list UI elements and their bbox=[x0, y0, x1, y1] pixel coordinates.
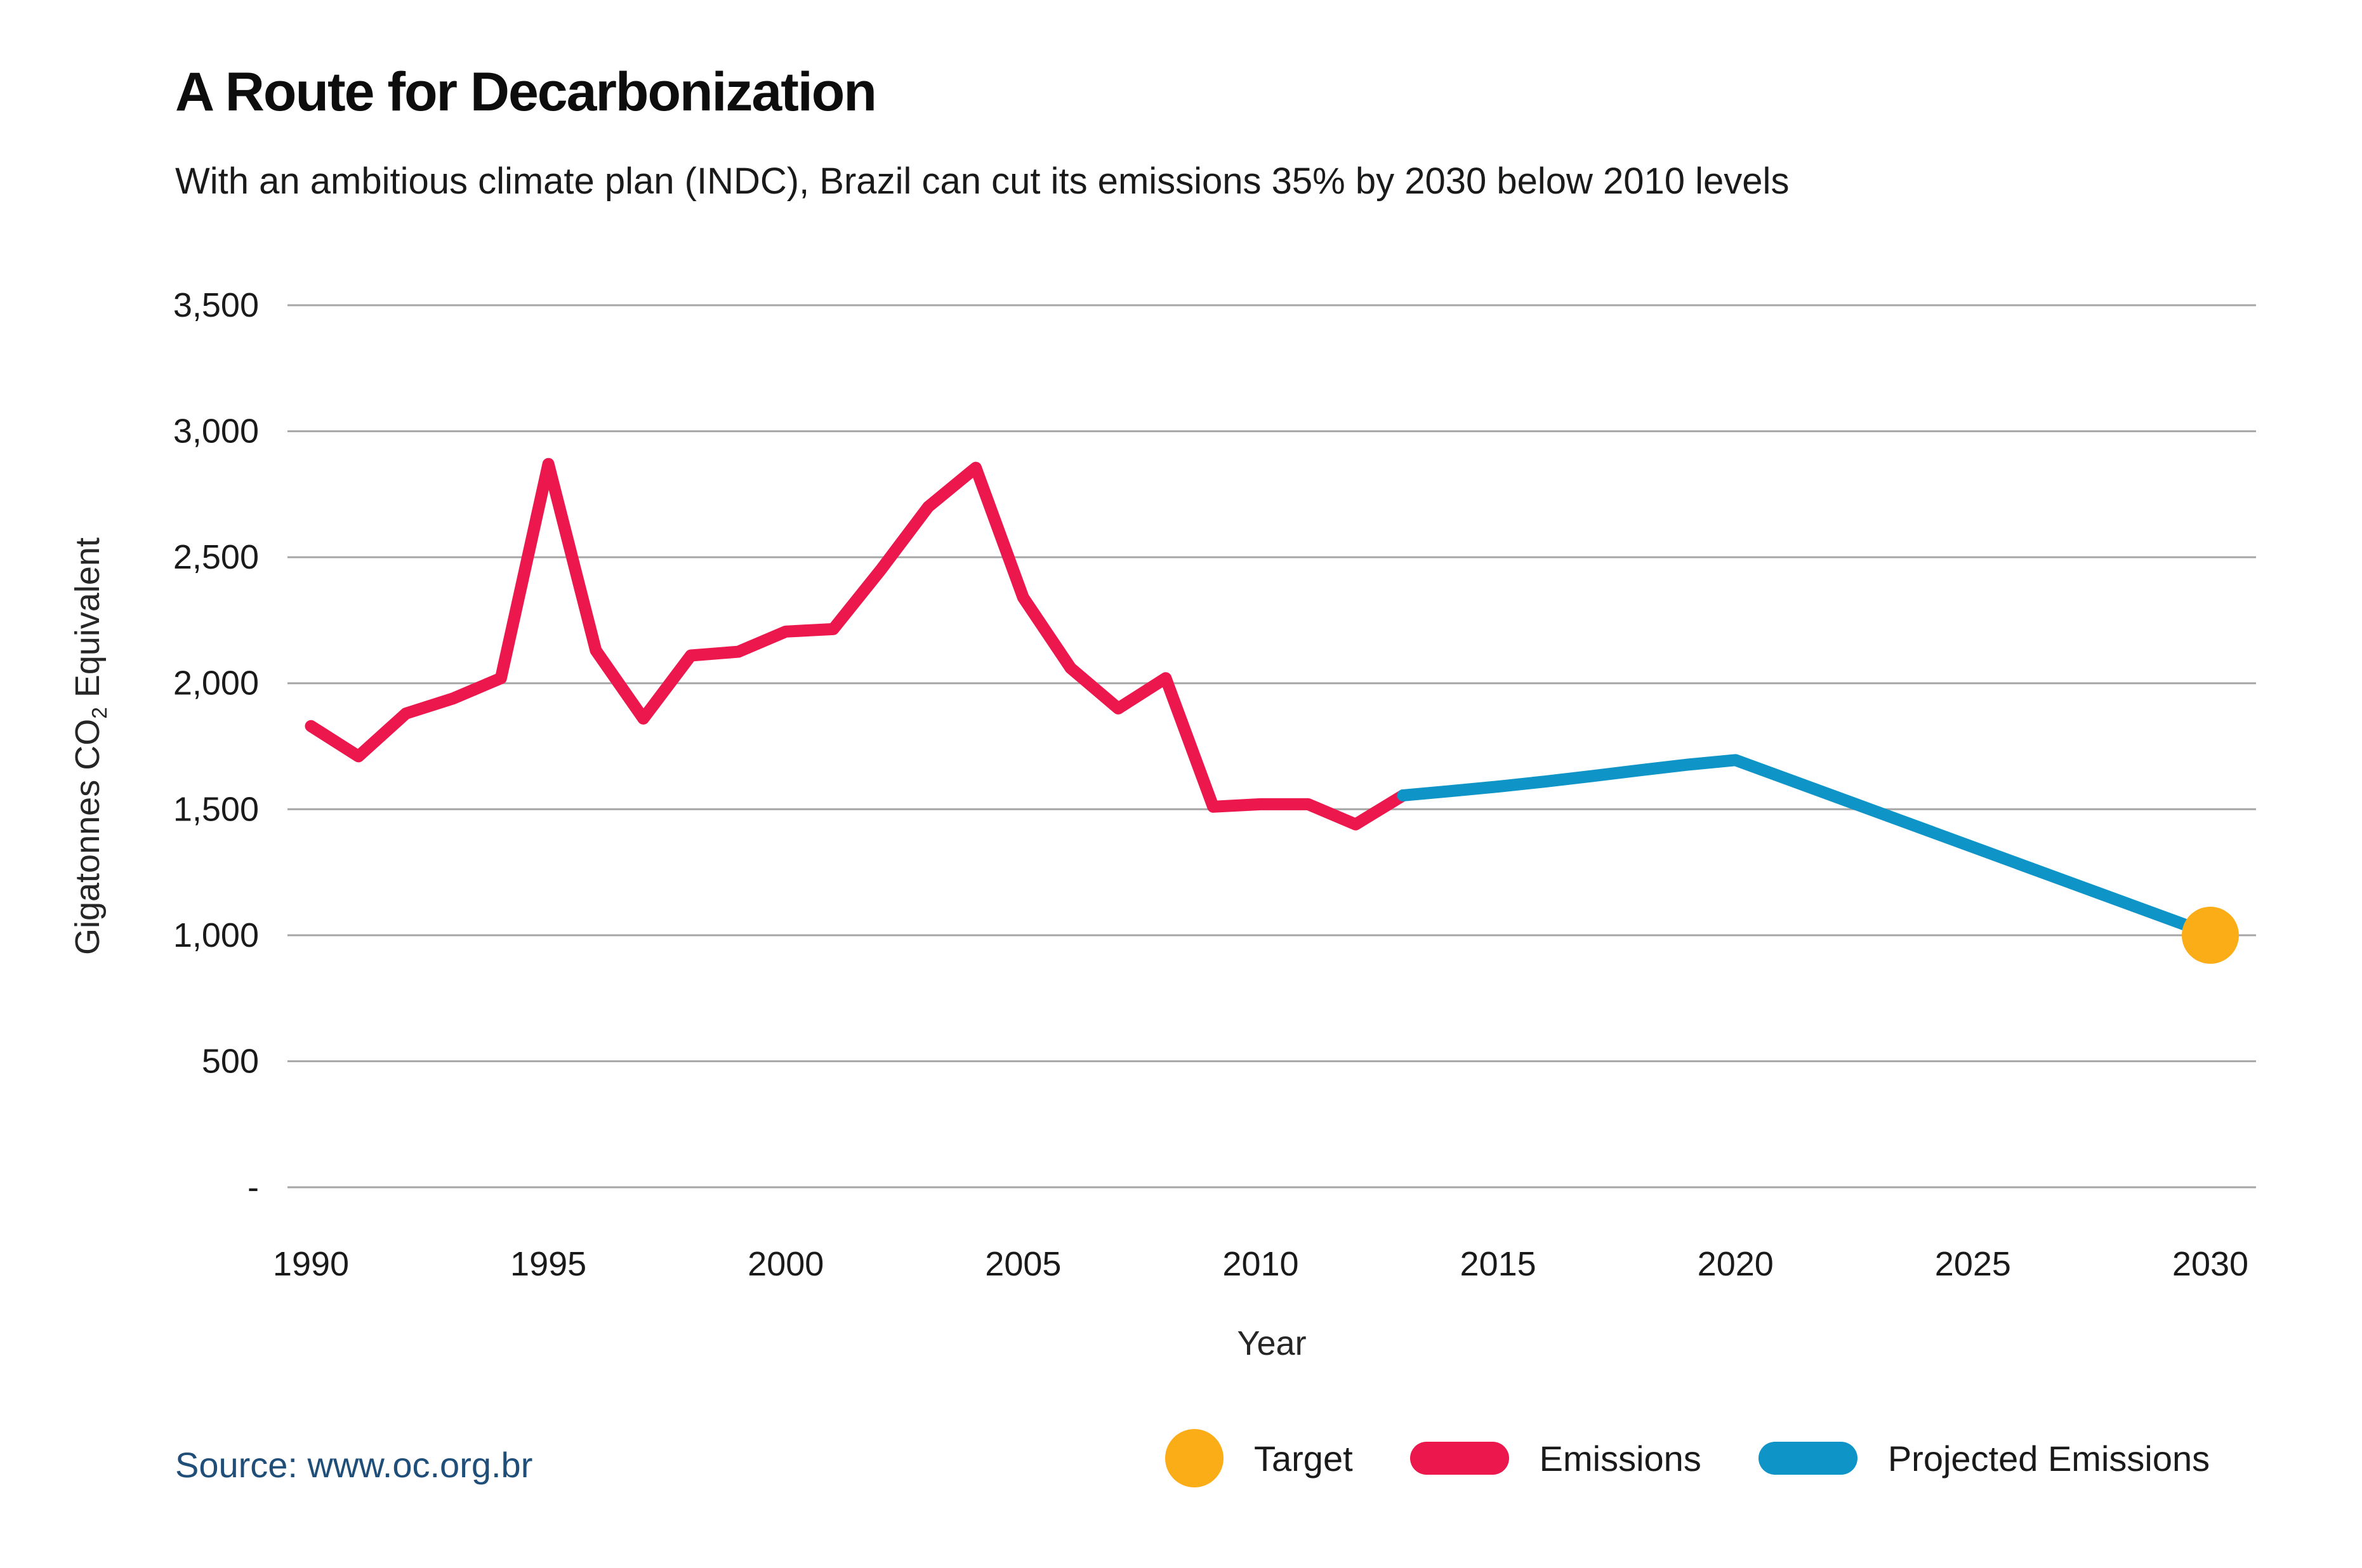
x-tick-label: 2025 bbox=[1935, 1245, 2011, 1283]
target-swatch-icon bbox=[1165, 1429, 1224, 1487]
x-tick-label: 2020 bbox=[1698, 1245, 1774, 1283]
x-tick-label: 2005 bbox=[985, 1245, 1061, 1283]
y-tick-label: 500 bbox=[202, 1042, 259, 1080]
legend-item-target: Target bbox=[1165, 1429, 1353, 1487]
y-axis-label-subscript: 2 bbox=[88, 707, 112, 719]
y-tick-label: 1,500 bbox=[173, 790, 259, 828]
emissions-line bbox=[305, 458, 1409, 831]
chart-title: A Route for Decarbonization bbox=[175, 62, 877, 122]
x-axis-label: Year bbox=[1237, 1324, 1307, 1362]
x-tick-label: 1990 bbox=[273, 1245, 349, 1283]
y-tick-label: 2,000 bbox=[173, 664, 259, 702]
y-tick-label: - bbox=[247, 1168, 259, 1206]
y-axis-label-prefix: Gigatonnes CO bbox=[69, 718, 107, 956]
legend-item-emissions: Emissions bbox=[1409, 1438, 1701, 1479]
y-tick-label: 1,000 bbox=[173, 916, 259, 954]
legend: Target Emissions Projected Emissions bbox=[1165, 1429, 2210, 1487]
target-point bbox=[2182, 906, 2239, 964]
chart-subtitle: With an ambitious climate plan (INDC), B… bbox=[175, 161, 1790, 202]
x-tick-label: 2030 bbox=[2172, 1245, 2248, 1283]
x-axis-ticks: 1990 1995 2000 2005 2010 2015 2020 2025 2030 bbox=[273, 1245, 2248, 1283]
projected-emissions-line bbox=[1397, 754, 2217, 940]
y-tick-label: 3,500 bbox=[173, 286, 259, 324]
x-tick-label: 2000 bbox=[748, 1245, 824, 1283]
y-axis-label: Gigatonnes CO2 Equivalent bbox=[68, 537, 112, 955]
x-tick-label: 1995 bbox=[510, 1245, 586, 1283]
legend-item-projected-emissions: Projected Emissions bbox=[1758, 1438, 2210, 1479]
projected-emissions-swatch-icon bbox=[1758, 1442, 1857, 1475]
y-tick-label: 2,500 bbox=[173, 538, 259, 576]
x-tick-label: 2015 bbox=[1460, 1245, 1536, 1283]
legend-label-target: Target bbox=[1254, 1438, 1353, 1479]
legend-label-emissions: Emissions bbox=[1539, 1438, 1701, 1479]
y-tick-label: 3,000 bbox=[173, 412, 259, 451]
legend-label-projected-emissions: Projected Emissions bbox=[1887, 1438, 2210, 1479]
emissions-swatch-icon bbox=[1409, 1442, 1509, 1475]
y-axis-label-suffix: Equivalent bbox=[69, 537, 107, 708]
gridlines-and-y-ticks: 3,500 3,000 2,500 2,000 1,500 1,000 500 - bbox=[173, 286, 2256, 1206]
x-tick-label: 2010 bbox=[1222, 1245, 1298, 1283]
source-note: Source: www.oc.org.br bbox=[175, 1445, 533, 1485]
